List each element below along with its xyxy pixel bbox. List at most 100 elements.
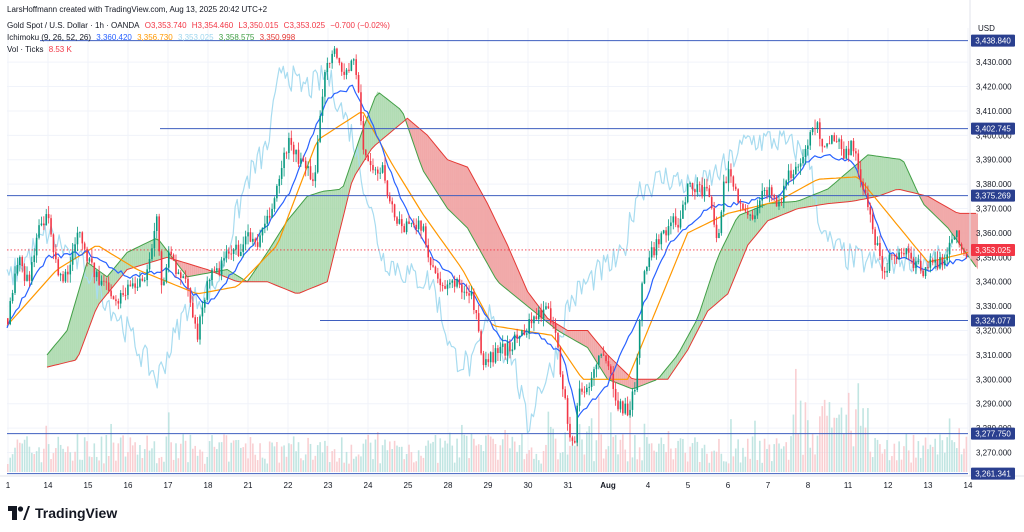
volume-bar — [480, 444, 482, 472]
volume-bar — [297, 442, 300, 472]
cloud-segment — [759, 206, 762, 231]
volume-bar — [153, 441, 156, 472]
candle-body — [593, 369, 595, 378]
price-tick-label: 3,390.000 — [976, 156, 1012, 165]
volume-bar — [33, 454, 36, 472]
candle-body — [561, 374, 564, 390]
volume-bar — [107, 456, 110, 472]
time-tick-label: Aug — [600, 481, 616, 490]
candle-body — [497, 348, 499, 354]
candle-body — [780, 201, 783, 203]
volume-bar — [374, 439, 377, 472]
cloud-segment — [195, 265, 198, 276]
volume-bar — [869, 451, 872, 472]
volume-bar — [55, 448, 57, 472]
candle-body — [650, 247, 653, 258]
cloud-segment — [567, 330, 570, 338]
cloud-segment — [427, 135, 430, 181]
candle-body — [802, 157, 804, 164]
candle-body — [266, 215, 269, 224]
volume-bar — [312, 459, 314, 472]
volume-bar — [588, 426, 591, 472]
candle-body — [754, 215, 756, 220]
candle-body — [244, 236, 247, 245]
candle-body — [799, 163, 802, 167]
high-value: H3,354.460 — [191, 21, 234, 30]
volume-bar — [50, 459, 52, 472]
volume-bar — [362, 443, 365, 472]
volume-bar — [965, 436, 968, 472]
candle-body — [845, 148, 848, 159]
volume-bar — [328, 462, 331, 472]
ichimoku-legend[interactable]: Ichimoku (9, 26, 52, 26) 3,360.420 3,356… — [7, 33, 298, 43]
price-tick-label: 3,290.000 — [976, 400, 1012, 409]
volume-bar — [823, 399, 826, 472]
tradingview-logo-icon — [8, 506, 30, 520]
volume-bar — [871, 457, 874, 472]
candle-body — [528, 319, 530, 334]
cloud-segment — [951, 209, 954, 237]
cloud-segment — [867, 154, 870, 199]
candle-body — [785, 180, 788, 186]
candle-body — [545, 306, 547, 310]
cloud-segment — [769, 203, 772, 220]
cloud-segment — [739, 214, 742, 265]
cloud-segment — [953, 211, 956, 240]
volume-bar — [682, 438, 684, 472]
candle-body — [321, 96, 324, 116]
volume-bar — [179, 443, 182, 472]
candle-body — [893, 255, 896, 256]
volume-bar — [485, 435, 487, 472]
volume-bar — [26, 436, 28, 472]
volume-bar — [600, 434, 603, 472]
volume-bar — [57, 436, 60, 472]
cloud-segment — [873, 155, 876, 198]
ichimoku-name: Ichimoku (9, 26, 52, 26) — [7, 33, 92, 42]
volume-bar — [273, 446, 276, 472]
axes: 3,270.0003,280.0003,290.0003,300.0003,31… — [0, 0, 1024, 490]
candle-body — [172, 254, 175, 261]
candle-body — [816, 122, 819, 129]
volume-bar — [797, 433, 800, 472]
candle-body — [357, 74, 360, 93]
volume-bar — [530, 447, 533, 472]
candle-body — [453, 280, 456, 287]
volume-bar — [513, 441, 516, 472]
volume-bar — [590, 418, 593, 472]
cloud-segment — [439, 149, 442, 200]
candle-body — [158, 216, 160, 252]
candle-body — [946, 254, 948, 261]
candle-body — [477, 313, 480, 332]
cloud-segment — [929, 197, 932, 213]
volume-legend[interactable]: Vol · Ticks 8.53 K — [7, 45, 75, 55]
tradingview-logo[interactable]: TradingView — [8, 503, 117, 523]
symbol-legend[interactable]: Gold Spot / U.S. Dollar · 1h · OANDA O3,… — [7, 21, 393, 31]
volume-bar — [280, 446, 283, 472]
candle-body — [537, 310, 540, 320]
volume-bar — [136, 454, 139, 472]
cloud-segment — [501, 232, 504, 287]
volume-bar — [422, 457, 425, 472]
candle-body — [557, 332, 559, 348]
cloud-segment — [321, 191, 324, 285]
candle-body — [540, 310, 542, 319]
volume-bar — [475, 445, 478, 472]
candle-body — [828, 143, 831, 145]
candle-body — [684, 202, 687, 205]
candle-body — [319, 115, 321, 142]
candle-body — [456, 279, 458, 287]
candle-body — [667, 226, 670, 236]
candle-body — [847, 148, 850, 156]
candle-body — [703, 186, 706, 197]
volume-bar — [552, 428, 554, 472]
candle-body — [249, 232, 252, 242]
ichimoku-base-value: 3,356.730 — [137, 33, 173, 42]
cloud-segment — [73, 303, 76, 361]
cloud-segment — [817, 192, 820, 206]
cloud-segment — [199, 267, 202, 275]
cloud-segment — [475, 181, 478, 246]
volume-bar — [720, 453, 723, 472]
candle-body — [309, 166, 312, 180]
volume-bar — [547, 411, 550, 472]
